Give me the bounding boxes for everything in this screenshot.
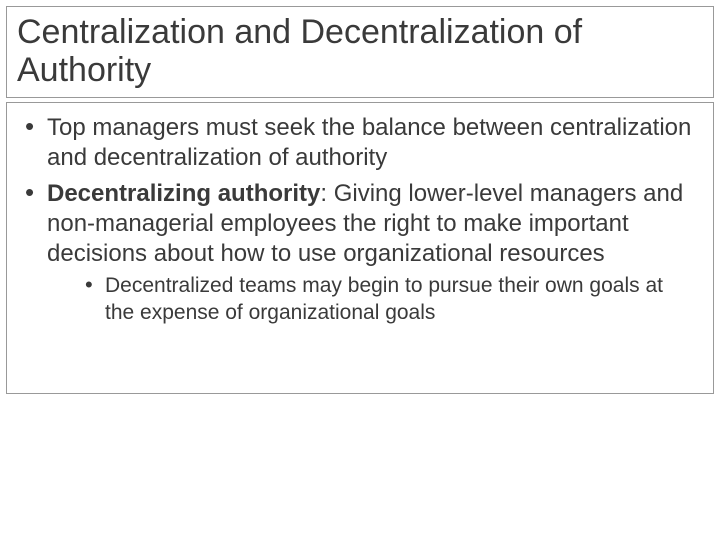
bullet-text: Top managers must seek the balance betwe… bbox=[47, 114, 691, 171]
slide-title: Centralization and Decentralization of A… bbox=[17, 13, 703, 89]
content-container: Top managers must seek the balance betwe… bbox=[6, 102, 714, 394]
title-container: Centralization and Decentralization of A… bbox=[6, 6, 714, 98]
bullet-item: Top managers must seek the balance betwe… bbox=[25, 113, 695, 173]
subbullet-item: Decentralized teams may begin to pursue … bbox=[85, 273, 695, 327]
bullet-item: Decentralizing authority: Giving lower-l… bbox=[25, 179, 695, 327]
bullet-bold-lead: Decentralizing authority bbox=[47, 180, 320, 207]
subbullet-text: Decentralized teams may begin to pursue … bbox=[105, 274, 663, 324]
